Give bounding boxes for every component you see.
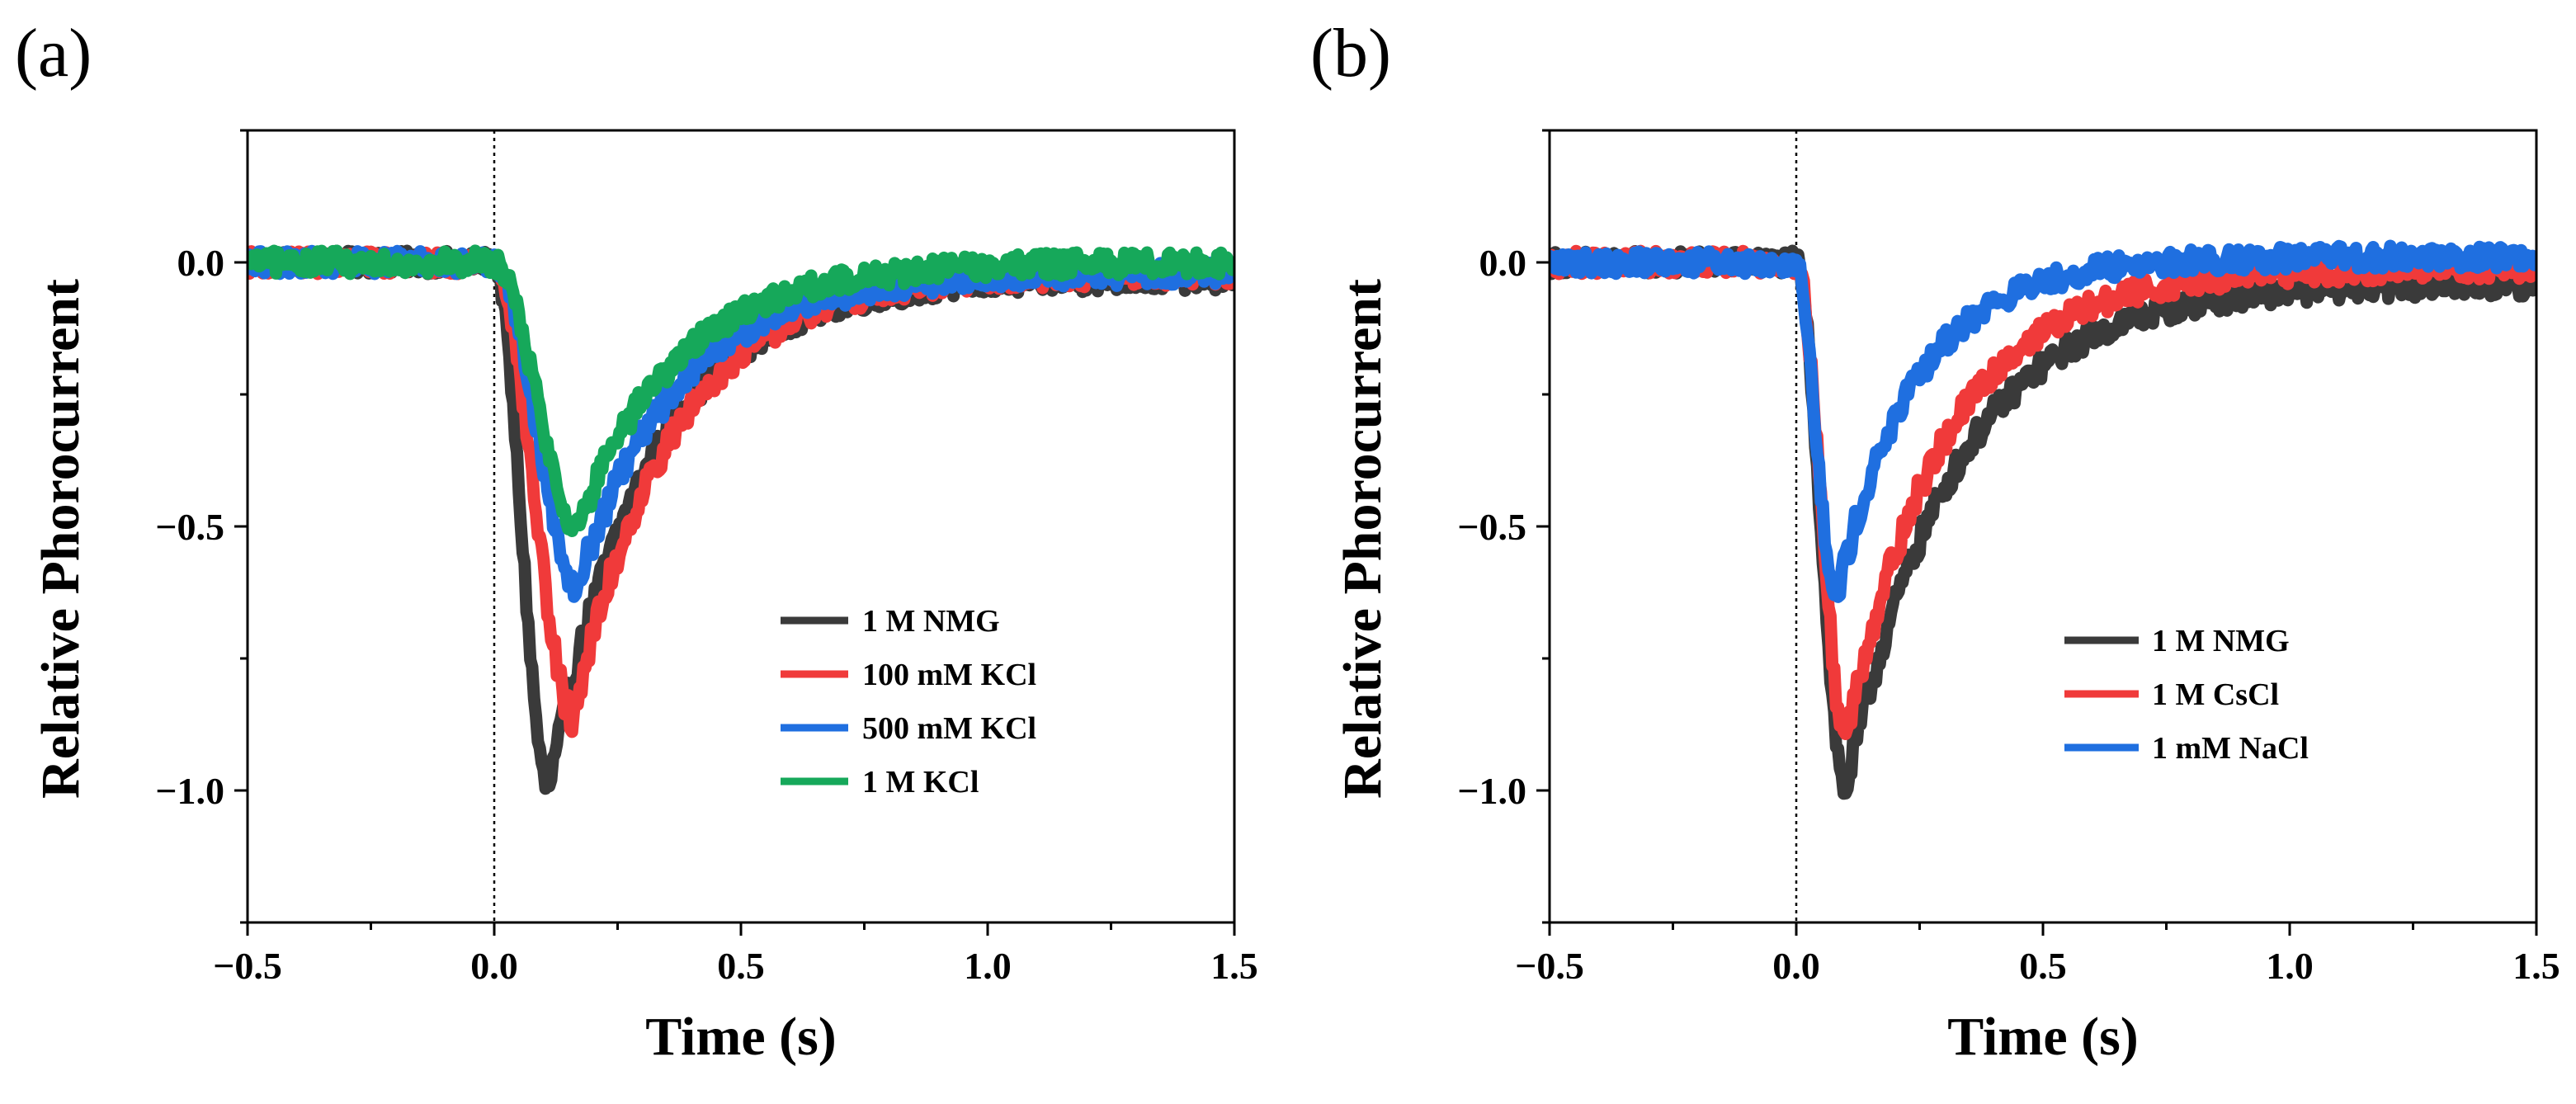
x-tick-label: −0.5 [1515,945,1584,987]
x-tick-label: 1.0 [964,945,1012,987]
series-line-1-m-cscl [1550,244,2536,740]
x-tick-label: −0.5 [213,945,282,987]
y-tick-label: −1.0 [1457,770,1526,812]
legend-label: 1 M KCl [862,765,979,800]
series-line-1-m-kcl [248,244,1234,537]
y-tick-label: −0.5 [1457,506,1526,548]
y-tick-label: −0.5 [155,506,224,548]
legend-label: 1 M NMG [862,604,1000,639]
x-axis-title: Time (s) [1947,1007,2139,1067]
legend-label: 1 M CsCl [2152,677,2279,712]
x-tick-label: 0.5 [717,945,765,987]
x-tick-label: 1.0 [2266,945,2314,987]
chart-panel-a: (a) −0.5 0.0 0.5 1.0 1.5 0.0 −0.5 −1.0 Time (s) Re… [15,15,1258,1067]
x-tick-label: 0.5 [2019,945,2067,987]
plot-area [248,244,1234,795]
legend-label: 1 mM NaCl [2152,731,2309,766]
series-line-1-mm-nacl [1550,239,2536,603]
y-tick-label: 0.0 [177,242,225,284]
panel-label: (b) [1310,15,1391,92]
legend: 1 M NMG 100 mM KCl 500 mM KCl 1 M KCl [781,604,1036,800]
x-tick-label: 1.5 [1210,945,1258,987]
plot-area [1550,239,2536,800]
x-tick-label: 0.0 [1772,945,1820,987]
x-axis-title: Time (s) [645,1007,837,1067]
legend-label: 500 mM KCl [862,711,1036,746]
x-tick-label: 0.0 [470,945,518,987]
y-tick-label: −1.0 [155,770,224,812]
y-axis-title: Relative Phorocurrent [31,279,91,799]
legend-label: 100 mM KCl [862,658,1036,692]
panel-label: (a) [15,15,92,92]
chart-panel-b: (b) −0.5 0.0 0.5 1.0 1.5 0.0 −0.5 −1.0 Time (s) Re… [1310,15,2560,1067]
legend: 1 M NMG 1 M CsCl 1 mM NaCl [2064,624,2309,766]
y-axis-title: Relative Phorocurrent [1333,279,1393,799]
y-tick-label: 0.0 [1479,242,1527,284]
x-tick-label: 1.5 [2512,945,2560,987]
legend-label: 1 M NMG [2152,624,2290,658]
